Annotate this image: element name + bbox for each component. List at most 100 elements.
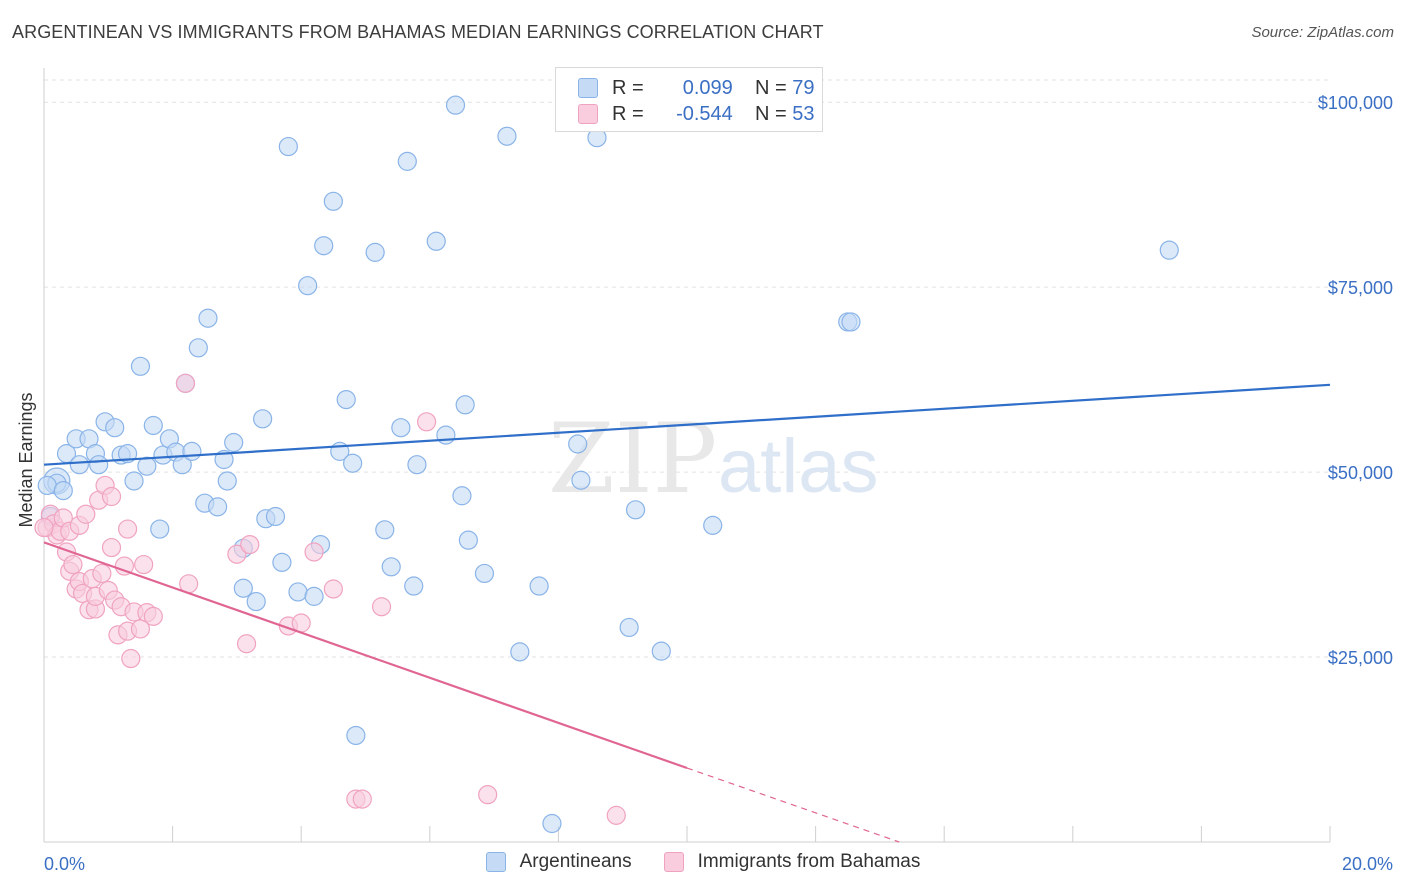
legend-r-label: R = bbox=[612, 76, 644, 99]
point-bahamas bbox=[134, 554, 154, 575]
legend-n-label: N = bbox=[755, 102, 787, 125]
point-bahamas bbox=[478, 785, 498, 805]
point-argentinean bbox=[298, 276, 318, 296]
point-bahamas bbox=[323, 579, 343, 599]
point-bahamas bbox=[130, 619, 151, 639]
x-tick-label-min: 0.0% bbox=[44, 854, 85, 874]
legend-swatch-pink bbox=[578, 104, 598, 124]
point-argentinean bbox=[458, 530, 478, 550]
legend-swatch-blue bbox=[578, 78, 598, 98]
x-tick-label-max: 20.0% bbox=[1342, 854, 1393, 874]
point-argentinean bbox=[89, 455, 109, 475]
point-argentinean bbox=[182, 441, 202, 461]
point-argentinean bbox=[246, 591, 266, 612]
point-argentinean bbox=[445, 95, 466, 115]
trend-line-argentineans bbox=[43, 383, 1331, 466]
point-argentinean bbox=[365, 242, 385, 262]
point-bahamas bbox=[114, 556, 134, 576]
point-argentinean bbox=[37, 475, 57, 496]
y-tick-label: $75,000 bbox=[1328, 278, 1393, 298]
point-bahamas bbox=[143, 606, 163, 626]
point-argentinean bbox=[69, 455, 89, 475]
point-argentinean bbox=[1159, 240, 1179, 260]
point-bahamas bbox=[76, 504, 96, 524]
point-argentinean bbox=[542, 813, 562, 834]
legend-r-label: R = bbox=[612, 102, 644, 125]
legend-label: Argentineans bbox=[519, 851, 632, 872]
trend-line-bahamas bbox=[43, 541, 688, 770]
point-bahamas bbox=[175, 373, 196, 393]
point-argentinean bbox=[208, 497, 228, 517]
point-bahamas bbox=[352, 789, 372, 809]
point-argentinean bbox=[137, 456, 157, 476]
point-argentinean bbox=[150, 519, 170, 539]
point-bahamas bbox=[304, 542, 324, 562]
point-argentinean bbox=[426, 231, 446, 251]
point-argentinean bbox=[105, 418, 125, 438]
point-argentinean bbox=[841, 312, 861, 332]
point-argentinean bbox=[474, 563, 495, 584]
point-argentinean bbox=[436, 425, 456, 445]
point-argentinean bbox=[304, 586, 324, 606]
legend-n-label: N = bbox=[755, 76, 787, 99]
point-argentinean bbox=[214, 449, 234, 470]
point-argentinean bbox=[375, 520, 395, 540]
point-argentinean bbox=[198, 308, 218, 328]
point-argentinean bbox=[346, 725, 366, 746]
point-bahamas bbox=[121, 648, 141, 669]
point-bahamas bbox=[92, 563, 112, 584]
watermark-zip: ZIP bbox=[548, 403, 717, 515]
point-argentinean bbox=[343, 453, 363, 473]
point-argentinean bbox=[117, 444, 138, 464]
source-label: Source: ZipAtlas.com bbox=[1251, 24, 1394, 41]
legend-swatch-blue bbox=[485, 852, 506, 872]
point-argentinean bbox=[323, 191, 343, 211]
point-argentinean bbox=[53, 480, 73, 501]
point-argentinean bbox=[336, 389, 356, 410]
point-argentinean bbox=[265, 506, 286, 527]
legend-item-argentineans: Argentineans bbox=[485, 851, 632, 873]
point-argentinean bbox=[188, 338, 208, 358]
y-tick-label: $100,000 bbox=[1318, 93, 1393, 113]
point-bahamas bbox=[101, 486, 122, 507]
point-bahamas bbox=[416, 412, 437, 432]
axes bbox=[43, 68, 1331, 843]
correlation-legend: R = 0.099 N = 79 R = -0.544 N = 53 bbox=[555, 67, 823, 132]
point-argentinean bbox=[233, 578, 253, 598]
trend-lines bbox=[43, 383, 1331, 843]
point-argentinean bbox=[381, 557, 401, 577]
point-argentinean bbox=[651, 641, 671, 661]
legend-item-bahamas: Immigrants from Bahamas bbox=[663, 851, 920, 873]
point-argentinean bbox=[529, 576, 549, 596]
legend-r-value: 0.099 bbox=[682, 76, 733, 99]
point-argentinean bbox=[625, 500, 646, 520]
point-bahamas bbox=[227, 544, 247, 564]
legend-n-value: 79 bbox=[792, 76, 815, 99]
point-bahamas bbox=[236, 634, 257, 654]
trend-line-bahamas-extrapolated bbox=[686, 767, 900, 843]
point-bahamas bbox=[34, 517, 54, 538]
watermark-atlas: atlas bbox=[718, 424, 879, 509]
legend-n-value: 53 bbox=[792, 102, 815, 125]
point-argentinean bbox=[568, 434, 588, 454]
point-argentinean bbox=[224, 432, 244, 453]
point-bahamas bbox=[606, 805, 626, 825]
point-argentinean bbox=[217, 471, 237, 491]
point-bahamas bbox=[371, 597, 392, 617]
point-argentinean bbox=[288, 582, 308, 602]
series-legend: Argentineans Immigrants from Bahamas bbox=[0, 851, 1406, 873]
point-argentinean bbox=[404, 576, 424, 596]
point-argentinean bbox=[452, 486, 472, 506]
y-tick-label: $25,000 bbox=[1328, 648, 1393, 668]
series-bahamas bbox=[34, 373, 626, 825]
point-argentinean bbox=[278, 136, 298, 157]
watermark: ZIP atlas bbox=[548, 403, 879, 515]
y-tick-label: $50,000 bbox=[1328, 463, 1393, 483]
point-bahamas bbox=[240, 534, 260, 555]
point-argentinean bbox=[314, 236, 334, 256]
point-argentinean bbox=[497, 126, 517, 146]
legend-r-value: -0.544 bbox=[676, 102, 733, 125]
grid-lines bbox=[44, 79, 1330, 658]
point-argentinean bbox=[619, 617, 639, 638]
